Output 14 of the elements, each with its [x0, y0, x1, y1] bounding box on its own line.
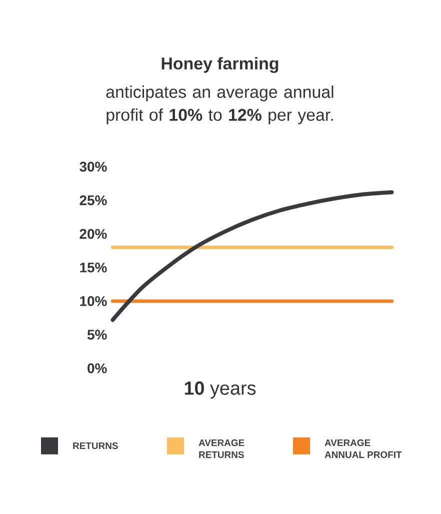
y-tick-label: 10% — [80, 296, 107, 306]
x-axis-title: 10 years — [184, 381, 256, 399]
y-tick-label: 5% — [87, 330, 107, 340]
y-tick-label: 0% — [88, 363, 107, 374]
legend-label: RETURNS — [73, 442, 118, 450]
legend-label: AVERAGE ANNUAL PROFIT — [324, 439, 402, 458]
y-tick-label: 20% — [80, 228, 107, 239]
y-tick-label: 25% — [80, 195, 107, 206]
chart-subtitle: anticipates an average annual profit of 10% to 12% per year. — [106, 86, 334, 124]
y-tick-label: 15% — [80, 262, 107, 272]
legend-label: AVERAGE RETURNS — [198, 439, 244, 458]
line-series — [110, 190, 394, 322]
y-tick-label: 30% — [80, 162, 107, 172]
chart-title: Honey farming — [162, 57, 278, 73]
